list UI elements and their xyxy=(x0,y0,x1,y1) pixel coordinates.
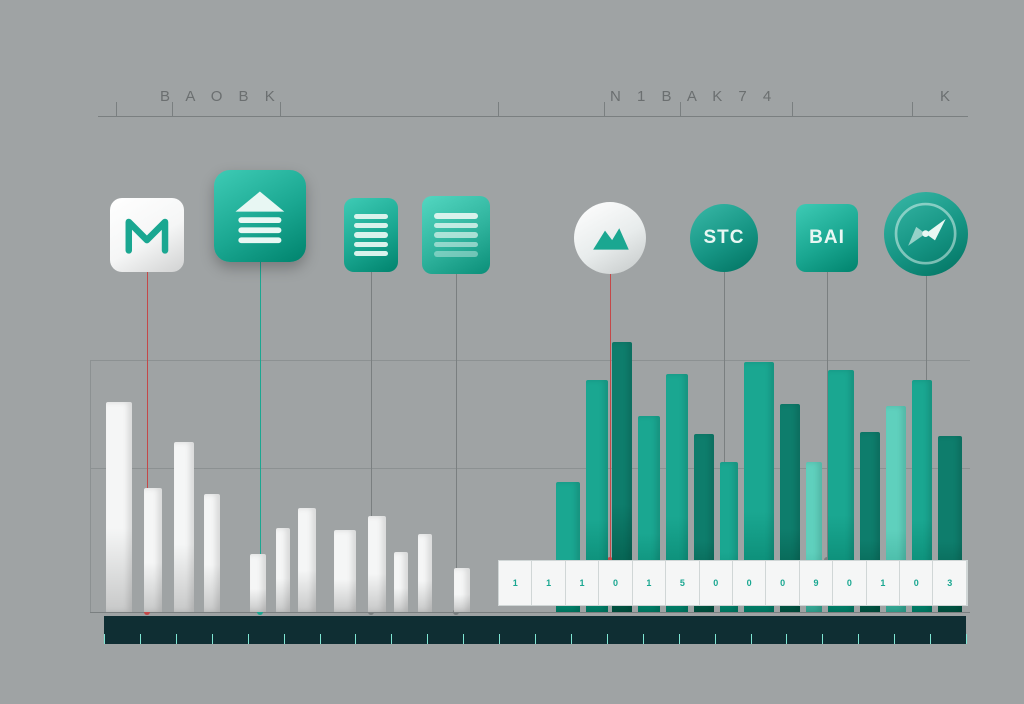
value-cell: 0 xyxy=(713,578,718,588)
value-cell: 0 xyxy=(780,578,785,588)
bar-chart xyxy=(0,0,1024,612)
value-cell: 1 xyxy=(880,578,885,588)
bar xyxy=(106,402,132,612)
value-cell: 0 xyxy=(613,578,618,588)
bar xyxy=(298,508,316,612)
bar xyxy=(276,528,290,612)
bar xyxy=(368,516,386,612)
bai-icon: BAI xyxy=(796,204,858,272)
value-cell: 1 xyxy=(513,578,518,588)
stripes-b-icon xyxy=(422,196,490,274)
stc-icon: STC xyxy=(690,204,758,272)
peak-icon xyxy=(574,202,646,274)
bar xyxy=(454,568,470,612)
value-cell: 0 xyxy=(747,578,752,588)
m-square-icon xyxy=(110,198,184,272)
value-cell: 1 xyxy=(646,578,651,588)
value-cell: 0 xyxy=(847,578,852,588)
baseline xyxy=(90,612,970,613)
house-icon xyxy=(214,170,306,262)
axis-strip xyxy=(104,616,966,644)
bar xyxy=(174,442,194,612)
value-cell: 3 xyxy=(947,578,952,588)
bar xyxy=(394,552,408,612)
value-cell: 5 xyxy=(680,578,685,588)
bar xyxy=(418,534,432,612)
compass-icon xyxy=(884,192,968,276)
bar xyxy=(334,530,356,612)
bar xyxy=(144,488,162,612)
bar xyxy=(204,494,220,612)
value-strip: 1 1 1 0 1 5 0 0 0 9 0 1 0 3 xyxy=(498,560,968,606)
stripes-a-icon xyxy=(344,198,398,272)
value-cell: 1 xyxy=(580,578,585,588)
value-cell: 0 xyxy=(914,578,919,588)
bar xyxy=(250,554,266,612)
value-cell: 1 xyxy=(546,578,551,588)
value-cell: 9 xyxy=(814,578,819,588)
